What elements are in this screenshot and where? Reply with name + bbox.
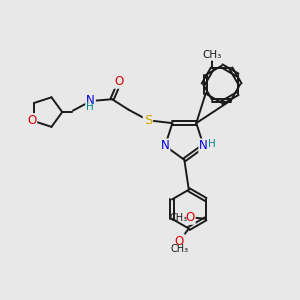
- Text: CH₃: CH₃: [170, 213, 188, 223]
- Text: N: N: [199, 139, 208, 152]
- Text: CH₃: CH₃: [170, 244, 188, 254]
- Text: N: N: [86, 94, 95, 107]
- Text: O: O: [27, 114, 36, 127]
- Text: O: O: [175, 235, 184, 248]
- Text: H: H: [86, 102, 94, 112]
- Text: S: S: [144, 114, 152, 127]
- Text: N: N: [161, 139, 170, 152]
- Text: H: H: [208, 139, 216, 149]
- Text: O: O: [185, 211, 195, 224]
- Text: O: O: [114, 75, 123, 88]
- Text: CH₃: CH₃: [203, 50, 222, 60]
